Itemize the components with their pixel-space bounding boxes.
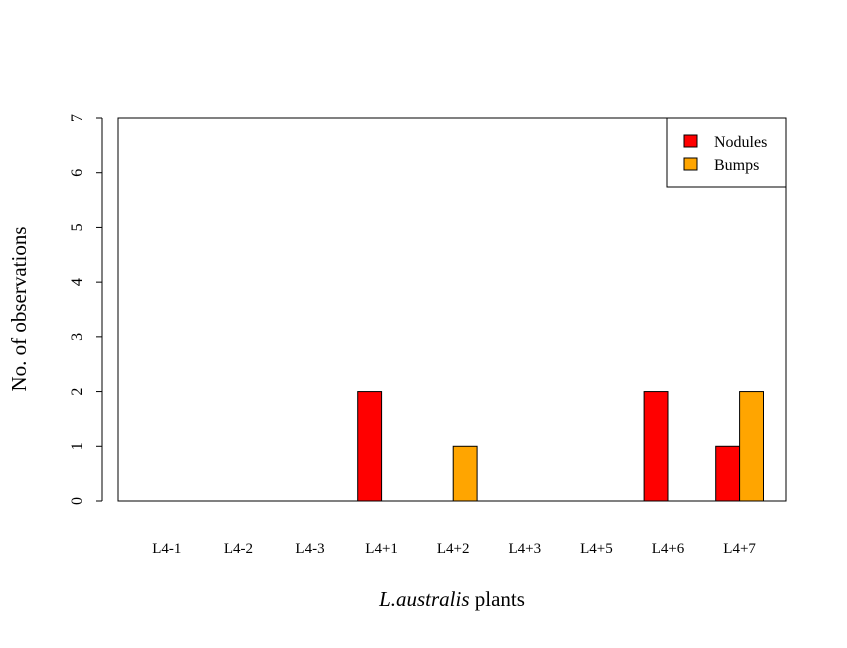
plot-frame [117,117,787,502]
bars [357,391,764,502]
y-tick-label: 1 [69,442,86,450]
bar-bumps-4 [452,445,478,502]
bar-nodules-3 [357,391,383,502]
legend: Nodules Bumps [666,117,787,188]
x-category-label: L4+7 [723,541,756,557]
x-category-label: L4+5 [580,541,613,557]
legend-label-bumps: Bumps [714,157,759,174]
x-category-label: L4-2 [224,541,253,557]
y-axis: 0 1 2 3 4 5 6 7 [69,114,103,505]
category-labels: L4-1 L4-2 L4-3 L4+1 L4+2 L4+3 L4+5 L4+6 L4+7 [152,541,756,557]
bar-bumps-8 [739,391,764,502]
x-category-label: L4+2 [437,541,470,557]
x-category-label: L4-1 [152,541,181,557]
legend-swatch-bumps [683,157,698,171]
bar-nodules-7 [643,391,669,502]
x-axis-title-italic: L.australis [378,587,469,611]
y-tick-label: 7 [69,114,86,122]
y-tick-label: 6 [69,169,86,177]
legend-swatch-nodules [683,134,698,148]
legend-label-nodules: Nodules [714,134,767,151]
x-axis-title-rest: plants [470,587,525,611]
x-category-label: L4+1 [365,541,398,557]
y-tick-label: 0 [69,497,86,505]
y-tick-label: 2 [69,388,86,396]
y-tick-label: 3 [69,333,86,341]
y-tick-label: 5 [69,223,86,231]
y-tick-label: 4 [69,278,86,286]
y-axis-title: No. of observations [7,226,31,391]
x-category-label: L4+3 [508,541,541,557]
bar-nodules-8 [715,445,741,502]
x-category-label: L4+6 [652,541,685,557]
legend-box [666,117,787,188]
x-category-label: L4-3 [295,541,324,557]
x-axis-title: L.australis plants [378,587,525,611]
